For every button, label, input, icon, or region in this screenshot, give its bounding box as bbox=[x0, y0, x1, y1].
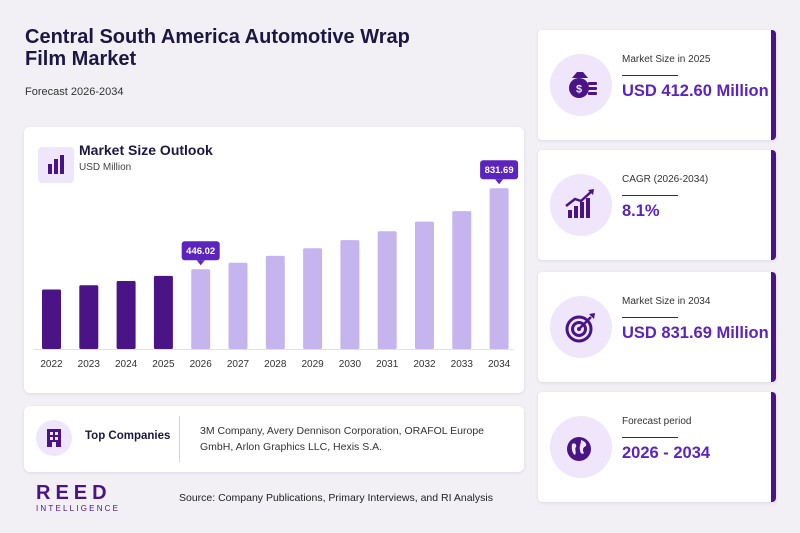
stat-value: USD 412.60 Million bbox=[622, 82, 769, 100]
x-tick-label-2024: 2024 bbox=[115, 359, 138, 370]
top-companies-label: Top Companies bbox=[85, 430, 171, 442]
chart-title: Market Size Outlook bbox=[79, 142, 213, 158]
logo-sub-text: INTELLIGENCE bbox=[36, 504, 121, 513]
stat-rule bbox=[622, 317, 678, 318]
bar-2027 bbox=[228, 262, 248, 349]
x-tick-label-2028: 2028 bbox=[264, 359, 287, 370]
bar-chart-icon bbox=[38, 147, 74, 183]
bar-2030 bbox=[340, 240, 360, 349]
stat-value: USD 831.69 Million bbox=[622, 324, 769, 342]
growth-chart-icon bbox=[550, 174, 612, 236]
svg-text:$: $ bbox=[576, 84, 582, 96]
stat-label: Market Size in 2034 bbox=[622, 296, 711, 307]
bar-2022 bbox=[42, 289, 61, 349]
data-label-2026: 446.02 bbox=[181, 241, 220, 266]
bar-2028 bbox=[265, 255, 285, 349]
chart-card: 2022 2023 2024 2025 2026 446.02 2027 2028 2029 20… bbox=[24, 127, 524, 393]
bar-2031 bbox=[377, 231, 397, 349]
bar-2032 bbox=[415, 221, 434, 349]
stat-card-forecast-period: Forecast period 2026 - 2034 bbox=[538, 392, 776, 502]
stat-card-market-size-2034: Market Size in 2034 USD 831.69 Million bbox=[538, 272, 776, 382]
x-tick-label-2022: 2022 bbox=[40, 359, 63, 370]
x-tick-label-2023: 2023 bbox=[78, 359, 101, 370]
x-tick-label-2030: 2030 bbox=[339, 359, 362, 370]
x-tick-label-2034: 2034 bbox=[488, 359, 511, 370]
x-tick-label-2025: 2025 bbox=[152, 359, 175, 370]
svg-text:831.69: 831.69 bbox=[485, 165, 514, 176]
bar-2029 bbox=[303, 248, 323, 349]
reed-intelligence-logo: REED INTELLIGENCE bbox=[36, 482, 136, 513]
stat-label: Forecast period bbox=[622, 416, 692, 427]
x-tick-label-2032: 2032 bbox=[413, 359, 436, 370]
bar-2023 bbox=[79, 285, 99, 349]
x-tick-label-2029: 2029 bbox=[301, 359, 324, 370]
bar-chart: 2022 2023 2024 2025 2026 446.02 2027 2028 2029 20… bbox=[34, 160, 519, 370]
stat-value: 8.1% bbox=[622, 202, 660, 220]
source-note: Source: Company Publications, Primary In… bbox=[179, 492, 493, 504]
x-tick-label-2031: 2031 bbox=[376, 359, 399, 370]
x-tick-label-2027: 2027 bbox=[227, 359, 250, 370]
top-companies-card: Top Companies 3M Company, Avery Dennison… bbox=[24, 406, 524, 472]
bar-2024 bbox=[116, 280, 136, 349]
top-companies-list: 3M Company, Avery Dennison Corporation, … bbox=[200, 425, 485, 453]
bar-2034 bbox=[489, 188, 509, 349]
stat-rule bbox=[622, 75, 678, 76]
stat-rule bbox=[622, 437, 678, 438]
x-tick-label-2026: 2026 bbox=[190, 359, 213, 370]
stat-rule bbox=[622, 195, 678, 196]
stat-label: CAGR (2026-2034) bbox=[622, 174, 709, 185]
page-subtitle: Forecast 2026-2034 bbox=[25, 86, 124, 98]
stat-value: 2026 - 2034 bbox=[622, 444, 711, 462]
divider bbox=[179, 416, 180, 462]
bar-2025 bbox=[153, 275, 173, 349]
svg-text:446.02: 446.02 bbox=[186, 246, 215, 257]
data-label-2034: 831.69 bbox=[480, 160, 519, 185]
logo-main-text: REED bbox=[36, 482, 112, 504]
money-bag-icon: $ bbox=[550, 54, 612, 116]
target-icon bbox=[550, 296, 612, 358]
stat-card-cagr: CAGR (2026-2034) 8.1% bbox=[538, 150, 776, 260]
bar-2033 bbox=[452, 211, 472, 349]
building-icon bbox=[36, 420, 72, 456]
stat-card-market-size-2025: $ Market Size in 2025 USD 412.60 Million bbox=[538, 30, 776, 140]
stat-label: Market Size in 2025 bbox=[622, 54, 711, 65]
page-title: Central South America Automotive Wrap Fi… bbox=[25, 26, 410, 70]
chart-unit-label: USD Million bbox=[79, 162, 132, 173]
globe-icon bbox=[550, 416, 612, 478]
bar-2026 bbox=[191, 269, 211, 349]
x-tick-label-2033: 2033 bbox=[451, 359, 474, 370]
